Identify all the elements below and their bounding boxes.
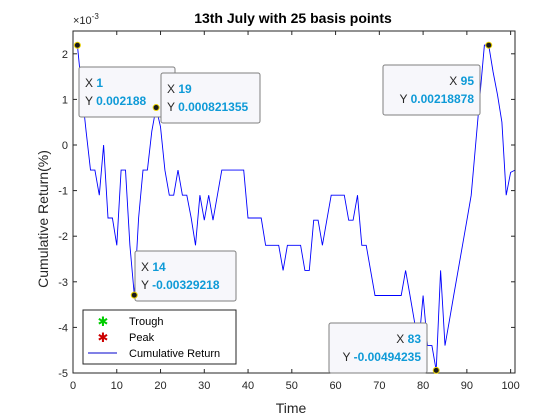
datatip-y: Y -0.00329218 — [141, 278, 220, 292]
datatip-x: X 14 — [141, 260, 166, 274]
x-tick-label: 80 — [417, 380, 429, 392]
legend-box — [82, 309, 237, 365]
series-line — [76, 44, 516, 371]
datatip[interactable]: X 14 Y -0.00329218 — [134, 250, 237, 302]
x-tick-label: 10 — [111, 380, 123, 392]
axes-frame — [72, 30, 516, 374]
x-tick-label: 90 — [461, 380, 473, 392]
y-tick-label: -3 — [58, 277, 68, 289]
datatip-marker[interactable] — [432, 366, 440, 374]
datatip-box — [382, 64, 481, 116]
datatip-marker[interactable] — [485, 41, 493, 49]
datatip-y: Y 0.00218878 — [399, 92, 474, 106]
legend-swatch-star: ✱ — [98, 331, 109, 346]
legend-swatch-star: ✱ — [98, 315, 109, 330]
datatip-box — [328, 322, 428, 374]
x-tick-label: 50 — [286, 380, 298, 392]
legend: ✱ Trough ✱ Peak Cumulative Return — [82, 309, 237, 365]
datatip[interactable]: X 95 Y 0.00218878 — [382, 64, 481, 116]
datatip-y: Y 0.002188 — [85, 94, 147, 108]
legend-entry-label: Trough — [129, 316, 163, 328]
x-tick-label: 70 — [373, 380, 385, 392]
datatip-marker[interactable] — [73, 41, 81, 49]
y-tick-label: 0 — [62, 140, 68, 152]
x-axis-label: Time — [276, 400, 307, 416]
datatip-y: Y 0.000821355 — [167, 100, 249, 114]
datatip[interactable]: X 19 Y 0.000821355 — [160, 72, 261, 124]
datatip-x: X 83 — [396, 332, 421, 346]
y-axis-label: Cumulative Return(%) — [35, 150, 51, 288]
plot-area: 0 10 20 30 40 50 60 70 80 90 100 -5 -4 -3 -2 -1 0 1 2 X 1 Y … — [58, 30, 520, 392]
datatip-y: Y -0.00494235 — [342, 350, 421, 364]
datatip-box — [134, 250, 237, 302]
y-tick-label: -5 — [58, 368, 68, 380]
x-tick-label: 20 — [154, 380, 166, 392]
y-tick-label: 2 — [62, 49, 68, 61]
datatip-x: X 19 — [167, 82, 192, 96]
y-tick-label: 1 — [62, 94, 68, 106]
legend-entry-label: Peak — [129, 332, 155, 344]
legend-entry-label: Cumulative Return — [129, 348, 220, 360]
x-tick-label: 60 — [329, 380, 341, 392]
y-tick-label: -2 — [58, 231, 68, 243]
y-tick-label: -4 — [58, 322, 68, 334]
chart-title: 13th July with 25 basis points — [194, 10, 392, 26]
y-axis-exponent: ×10-3 — [73, 12, 99, 27]
x-tick-label: 30 — [198, 380, 210, 392]
datatip-box — [160, 72, 261, 124]
datatip[interactable]: X 83 Y -0.00494235 — [328, 322, 428, 374]
datatip-marker[interactable] — [152, 104, 160, 112]
datatip-x: X 95 — [449, 74, 474, 88]
y-tick-label: -1 — [58, 186, 68, 198]
datatip-x: X 1 — [85, 76, 103, 90]
x-tick-label: 0 — [70, 380, 76, 392]
x-tick-label: 100 — [501, 380, 519, 392]
x-tick-label: 40 — [242, 380, 254, 392]
datatip-marker[interactable] — [130, 291, 138, 299]
